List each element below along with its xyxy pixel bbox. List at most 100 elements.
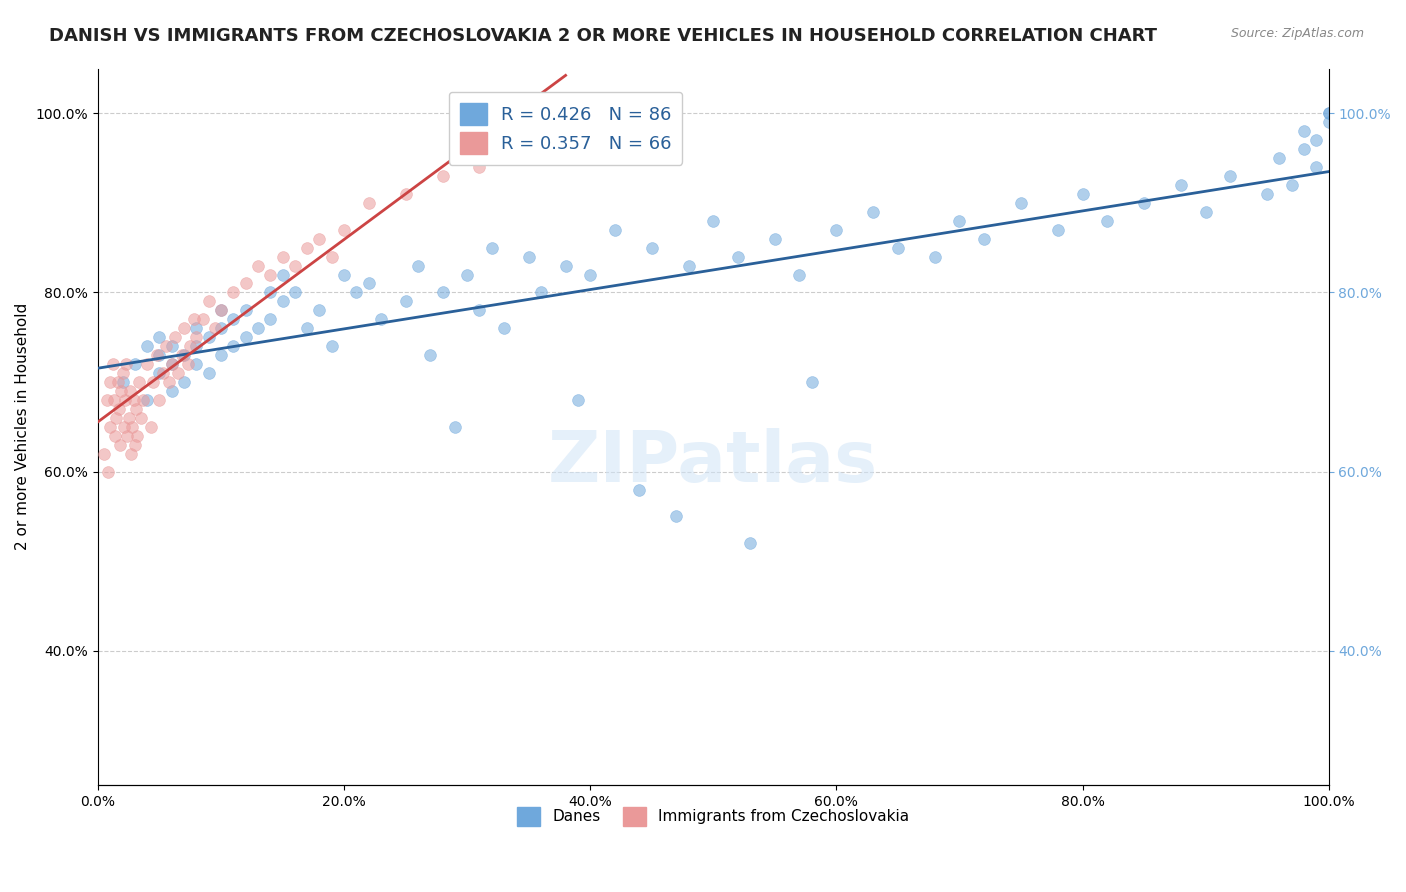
Point: [209, 303, 232, 318]
Point: [120, 447, 142, 461]
Point: [259, 268, 281, 282]
Point: [271, 268, 294, 282]
Point: [468, 303, 491, 318]
Point: [394, 186, 416, 201]
Point: [104, 429, 127, 443]
Point: [148, 392, 170, 407]
Point: [148, 348, 170, 362]
Point: [124, 357, 146, 371]
Point: [1305, 133, 1327, 147]
Point: [419, 348, 441, 362]
Point: [96, 392, 118, 407]
Point: [1046, 223, 1069, 237]
Point: [209, 303, 232, 318]
Point: [1219, 169, 1241, 183]
Point: [129, 410, 152, 425]
Point: [101, 357, 124, 371]
Point: [103, 392, 125, 407]
Point: [246, 259, 269, 273]
Point: [432, 285, 454, 300]
Point: [160, 357, 183, 371]
Point: [204, 321, 226, 335]
Point: [530, 285, 553, 300]
Text: Source: ZipAtlas.com: Source: ZipAtlas.com: [1230, 27, 1364, 40]
Point: [107, 375, 129, 389]
Point: [191, 312, 214, 326]
Point: [259, 312, 281, 326]
Point: [108, 401, 131, 416]
Point: [197, 366, 219, 380]
Point: [579, 268, 602, 282]
Point: [800, 375, 823, 389]
Point: [443, 419, 465, 434]
Point: [1292, 124, 1315, 138]
Point: [702, 214, 724, 228]
Point: [789, 268, 811, 282]
Point: [295, 241, 318, 255]
Point: [1170, 178, 1192, 192]
Point: [118, 384, 141, 398]
Point: [284, 285, 307, 300]
Point: [357, 277, 380, 291]
Point: [173, 348, 195, 362]
Point: [1292, 142, 1315, 156]
Point: [152, 366, 174, 380]
Point: [173, 321, 195, 335]
Point: [333, 223, 356, 237]
Point: [146, 348, 169, 362]
Point: [197, 294, 219, 309]
Point: [186, 330, 208, 344]
Point: [1194, 204, 1216, 219]
Point: [114, 392, 136, 407]
Point: [209, 348, 232, 362]
Point: [1095, 214, 1118, 228]
Point: [321, 339, 343, 353]
Point: [321, 250, 343, 264]
Point: [1281, 178, 1303, 192]
Point: [111, 375, 134, 389]
Point: [177, 357, 200, 371]
Point: [406, 259, 429, 273]
Point: [308, 232, 330, 246]
Point: [118, 410, 141, 425]
Point: [1256, 186, 1278, 201]
Point: [124, 438, 146, 452]
Point: [948, 214, 970, 228]
Point: [117, 429, 139, 443]
Point: [170, 348, 193, 362]
Point: [222, 285, 245, 300]
Point: [1071, 186, 1094, 201]
Point: [973, 232, 995, 246]
Point: [1317, 106, 1340, 120]
Point: [1010, 195, 1032, 210]
Point: [110, 384, 132, 398]
Point: [727, 250, 749, 264]
Point: [167, 366, 190, 380]
Point: [603, 223, 626, 237]
Point: [259, 285, 281, 300]
Text: ZIPatlas: ZIPatlas: [548, 428, 879, 497]
Point: [271, 250, 294, 264]
Point: [517, 250, 540, 264]
Point: [235, 277, 257, 291]
Point: [333, 268, 356, 282]
Point: [1317, 115, 1340, 129]
Point: [108, 438, 131, 452]
Point: [825, 223, 848, 237]
Point: [142, 375, 165, 389]
Point: [222, 312, 245, 326]
Point: [481, 241, 503, 255]
Point: [370, 312, 392, 326]
Point: [1317, 106, 1340, 120]
Point: [492, 321, 515, 335]
Point: [344, 285, 367, 300]
Point: [468, 160, 491, 174]
Point: [136, 339, 159, 353]
Point: [308, 303, 330, 318]
Point: [122, 392, 145, 407]
Point: [222, 339, 245, 353]
Point: [128, 375, 150, 389]
Point: [271, 294, 294, 309]
Point: [112, 419, 135, 434]
Point: [115, 357, 138, 371]
